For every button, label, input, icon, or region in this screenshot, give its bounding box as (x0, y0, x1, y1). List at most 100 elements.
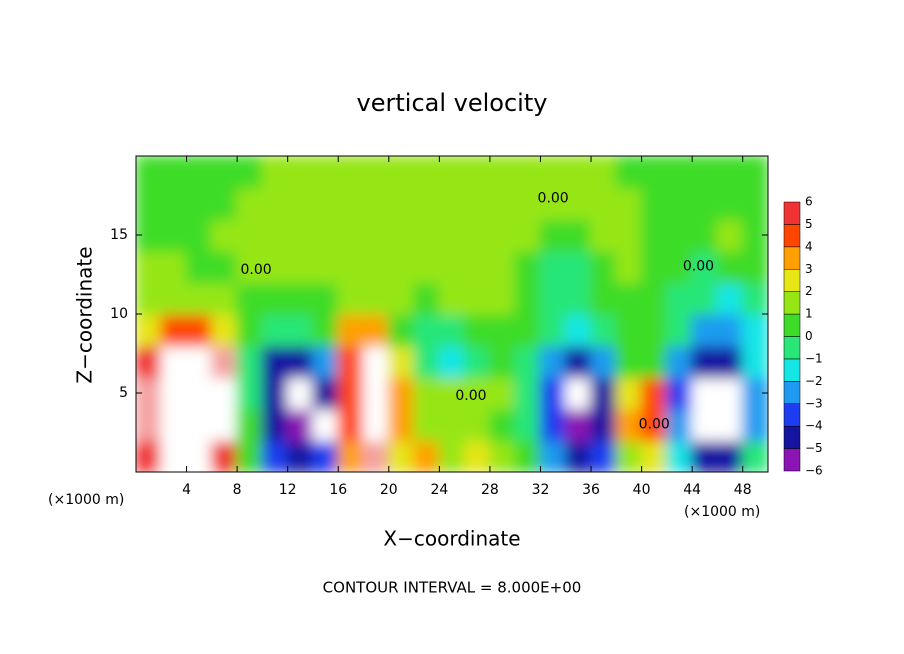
cell (236, 376, 264, 410)
cell (160, 281, 188, 315)
cell (185, 218, 213, 252)
cell (311, 281, 340, 315)
cell (716, 249, 744, 284)
cell (640, 376, 668, 410)
colorbar-label: 0 (805, 329, 813, 343)
colorbar-bin (783, 403, 801, 427)
colorbar-label: −3 (805, 396, 823, 410)
cell (236, 439, 264, 472)
cell (413, 344, 441, 379)
cell (691, 156, 719, 189)
cell (615, 439, 643, 472)
cell (665, 281, 694, 315)
x-tick-label: 12 (279, 482, 297, 498)
cell (741, 249, 768, 284)
cell (311, 218, 340, 252)
cell (210, 249, 239, 284)
x-tick-label: 48 (734, 482, 752, 498)
cell (514, 313, 542, 347)
contour-label: 0.00 (538, 191, 569, 207)
cell (463, 156, 491, 189)
cell (387, 281, 416, 315)
cell (463, 249, 491, 284)
cell (590, 186, 618, 221)
cell (438, 218, 466, 252)
cell (160, 156, 188, 189)
x-tick-label: 4 (182, 482, 191, 498)
colorbar-label: 3 (805, 262, 813, 276)
cell (136, 281, 163, 315)
cell (185, 313, 213, 347)
cell (665, 439, 694, 472)
cell (413, 376, 441, 410)
cell (311, 249, 340, 284)
colorbar-bin (783, 246, 801, 270)
cell (413, 281, 441, 315)
cell (185, 186, 213, 221)
cell (236, 186, 264, 221)
cell (716, 439, 744, 472)
cell (716, 344, 744, 379)
cell (236, 281, 264, 315)
cell (665, 186, 694, 221)
colorbar-bin (783, 224, 801, 248)
cell (160, 313, 188, 347)
colorbar-label: −2 (805, 374, 823, 388)
cell (337, 281, 365, 315)
cell (236, 156, 264, 189)
cell (488, 407, 517, 442)
cell (640, 439, 668, 472)
cell (136, 186, 163, 221)
x-tick-label: 8 (233, 482, 242, 498)
cell (514, 439, 542, 472)
cell (741, 344, 768, 379)
cell (640, 249, 668, 284)
cell (665, 218, 694, 252)
cell (514, 156, 542, 189)
cell (286, 313, 314, 347)
cell (362, 156, 390, 189)
colorbar-label: −1 (805, 351, 823, 365)
cell (615, 281, 643, 315)
cell (665, 376, 694, 410)
contour-label: 0.00 (683, 259, 714, 275)
cell (463, 218, 491, 252)
cell (387, 344, 416, 379)
cell (488, 249, 517, 284)
cell (590, 344, 618, 379)
cell (691, 186, 719, 221)
cell (387, 156, 416, 189)
cell (716, 156, 744, 189)
cell (564, 218, 593, 252)
cell (210, 407, 239, 442)
colorbar-label: 5 (805, 217, 813, 231)
cell (590, 156, 618, 189)
cell (413, 439, 441, 472)
y-unit-label: (×1000 m) (48, 492, 124, 508)
cell (185, 376, 213, 410)
cell (463, 407, 491, 442)
cell (539, 281, 567, 315)
cell (665, 344, 694, 379)
cell (488, 186, 517, 221)
cell (691, 439, 719, 472)
cell (136, 313, 163, 347)
cell (185, 249, 213, 284)
cell (362, 344, 390, 379)
cell (438, 249, 466, 284)
cell (413, 407, 441, 442)
colorbar-bin (783, 201, 801, 225)
cell (286, 407, 314, 442)
cell (438, 156, 466, 189)
cell (286, 344, 314, 379)
cell (741, 186, 768, 221)
cell (311, 439, 340, 472)
cell (488, 218, 517, 252)
cell (716, 218, 744, 252)
cell (311, 376, 340, 410)
cell (741, 439, 768, 472)
cell (539, 376, 567, 410)
cell (590, 218, 618, 252)
cell (337, 313, 365, 347)
cell (564, 407, 593, 442)
